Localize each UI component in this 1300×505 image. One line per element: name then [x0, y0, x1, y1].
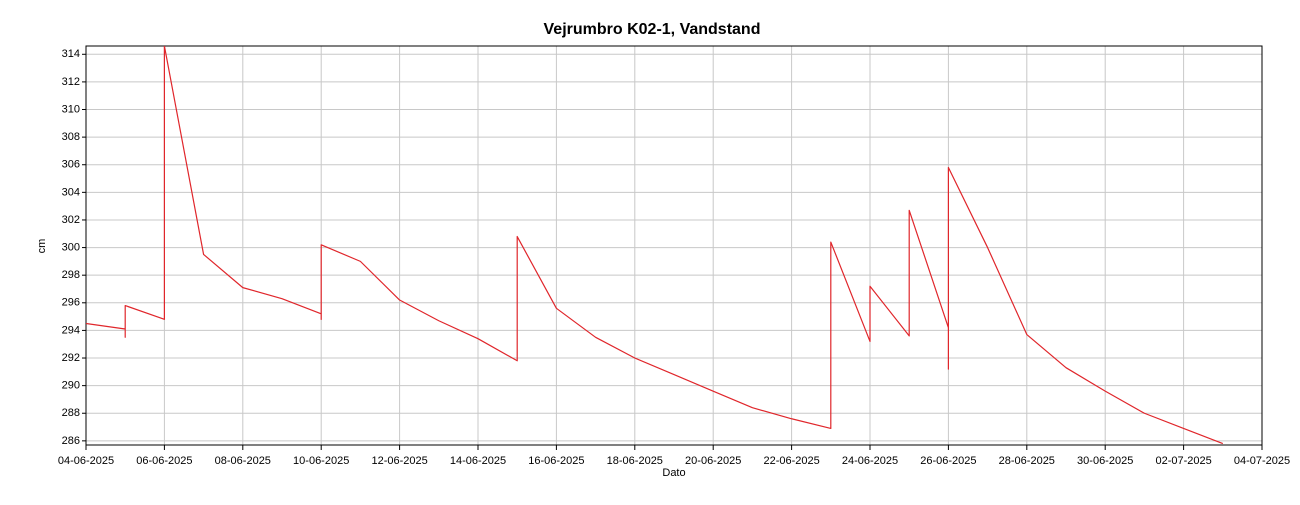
y-tick-label: 304	[62, 186, 80, 198]
y-tick-label: 288	[62, 407, 80, 419]
y-tick-label: 306	[62, 159, 80, 171]
x-tick-label: 04-07-2025	[1234, 455, 1290, 467]
x-tick-label: 24-06-2025	[842, 455, 898, 467]
x-tick-label: 16-06-2025	[528, 455, 584, 467]
x-tick-label: 18-06-2025	[607, 455, 663, 467]
x-tick-label: 12-06-2025	[371, 455, 427, 467]
chart-title: Vejrumbro K02-1, Vandstand	[544, 21, 761, 38]
x-tick-label: 10-06-2025	[293, 455, 349, 467]
y-axis-label: cm	[36, 239, 48, 254]
x-tick-label: 30-06-2025	[1077, 455, 1133, 467]
x-tick-label: 08-06-2025	[215, 455, 271, 467]
y-tick-label: 290	[62, 380, 80, 392]
y-tick-label: 298	[62, 269, 80, 281]
y-tick-label: 286	[62, 435, 80, 447]
y-tick-label: 302	[62, 214, 80, 226]
x-tick-label: 14-06-2025	[450, 455, 506, 467]
x-tick-label: 02-07-2025	[1155, 455, 1211, 467]
data-line	[86, 46, 1224, 445]
y-tick-label: 312	[62, 76, 80, 88]
y-tick-label: 294	[62, 324, 80, 336]
x-tick-label: 28-06-2025	[999, 455, 1055, 467]
y-tick-label: 314	[62, 48, 80, 60]
x-tick-label: 22-06-2025	[763, 455, 819, 467]
x-tick-label: 06-06-2025	[136, 455, 192, 467]
x-tick-label: 26-06-2025	[920, 455, 976, 467]
y-tick-label: 300	[62, 241, 80, 253]
y-tick-label: 310	[62, 103, 80, 115]
y-tick-label: 296	[62, 297, 80, 309]
y-tick-label: 308	[62, 131, 80, 143]
x-tick-label: 04-06-2025	[58, 455, 114, 467]
x-tick-label: 20-06-2025	[685, 455, 741, 467]
y-tick-label: 292	[62, 352, 80, 364]
x-axis-label: Dato	[662, 467, 685, 479]
plot-frame	[85, 45, 1263, 446]
